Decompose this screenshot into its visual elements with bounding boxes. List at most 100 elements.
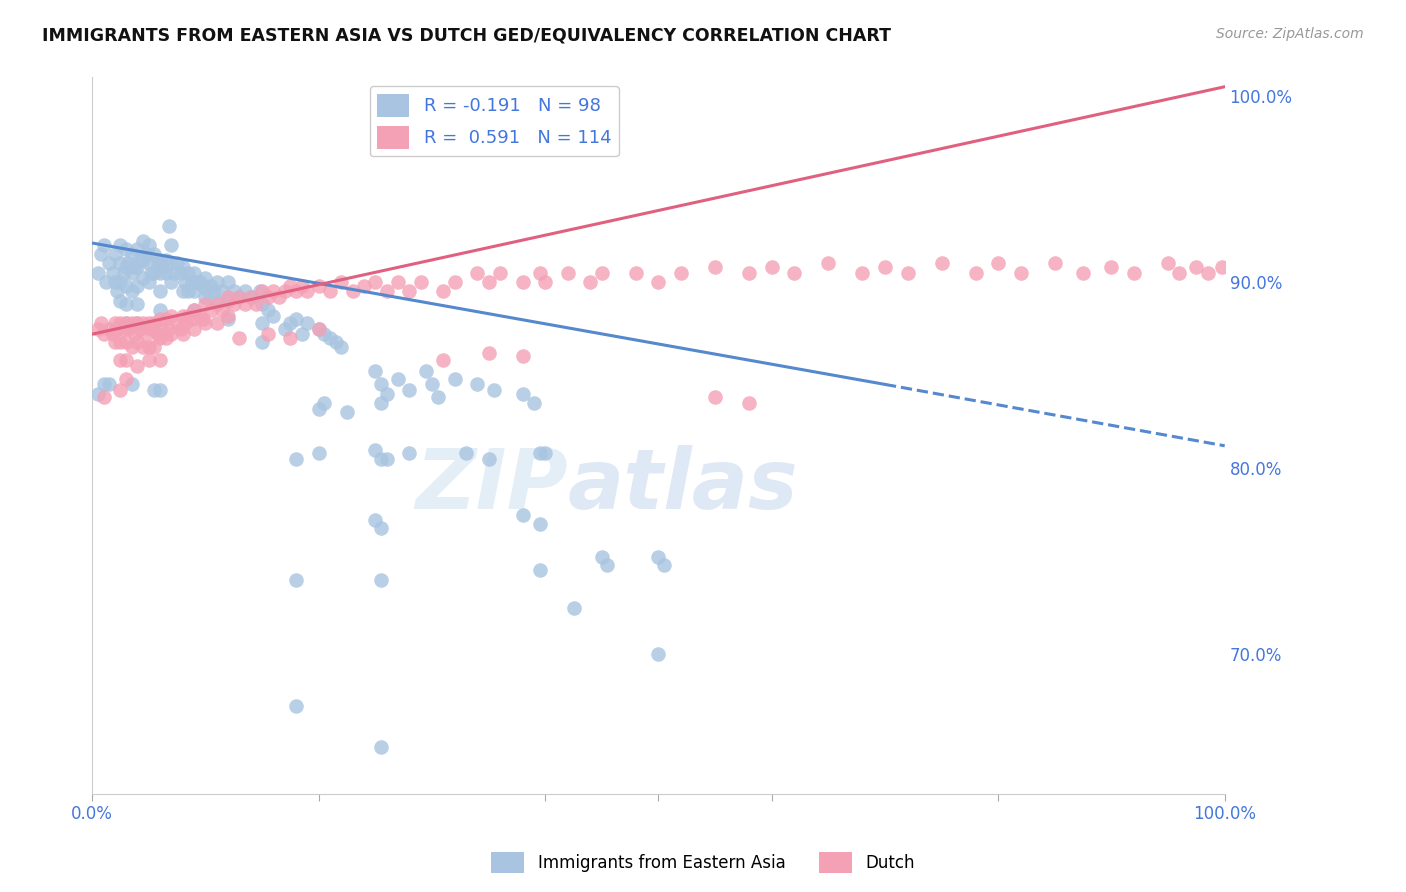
- Point: [353, 278, 375, 293]
- Point: [115, 260, 138, 275]
- Point: [291, 327, 314, 342]
- Point: [477, 275, 499, 289]
- Point: [124, 260, 146, 275]
- Point: [205, 275, 228, 289]
- Point: [489, 266, 512, 280]
- Point: [132, 316, 155, 330]
- Point: [239, 290, 262, 304]
- Point: [285, 699, 308, 714]
- Point: [308, 278, 330, 293]
- Point: [93, 238, 115, 252]
- Point: [477, 451, 499, 466]
- Point: [155, 252, 177, 267]
- Point: [579, 275, 602, 289]
- Point: [160, 238, 183, 252]
- Point: [534, 275, 557, 289]
- Point: [149, 252, 172, 267]
- Point: [370, 521, 392, 535]
- Point: [529, 563, 551, 577]
- Point: [200, 278, 222, 293]
- Point: [174, 316, 197, 330]
- Point: [149, 353, 172, 368]
- Point: [186, 275, 208, 289]
- Text: Source: ZipAtlas.com: Source: ZipAtlas.com: [1216, 27, 1364, 41]
- Point: [330, 275, 353, 289]
- Point: [1168, 266, 1191, 280]
- Point: [188, 309, 211, 323]
- Point: [169, 266, 191, 280]
- Point: [1211, 260, 1233, 275]
- Point: [529, 446, 551, 460]
- Point: [93, 391, 115, 405]
- Point: [647, 550, 669, 565]
- Point: [177, 285, 200, 299]
- Point: [127, 316, 149, 330]
- Point: [364, 364, 387, 378]
- Point: [143, 266, 166, 280]
- Point: [297, 316, 319, 330]
- Point: [370, 451, 392, 466]
- Point: [1010, 266, 1032, 280]
- Point: [432, 353, 454, 368]
- Point: [319, 285, 342, 299]
- Point: [138, 238, 160, 252]
- Point: [228, 290, 250, 304]
- Point: [127, 260, 149, 275]
- Point: [370, 396, 392, 410]
- Point: [484, 383, 506, 397]
- Point: [180, 275, 202, 289]
- Point: [512, 350, 534, 364]
- Point: [188, 275, 211, 289]
- Point: [132, 271, 155, 285]
- Point: [477, 345, 499, 359]
- Point: [90, 247, 112, 261]
- Point: [273, 321, 295, 335]
- Point: [101, 327, 124, 342]
- Point: [375, 285, 398, 299]
- Point: [157, 321, 180, 335]
- Point: [139, 266, 162, 280]
- Point: [117, 256, 139, 270]
- Point: [297, 285, 319, 299]
- Point: [143, 316, 166, 330]
- Point: [217, 275, 239, 289]
- Point: [180, 312, 202, 326]
- Point: [157, 219, 180, 234]
- Point: [280, 316, 302, 330]
- Point: [132, 340, 155, 354]
- Point: [325, 334, 347, 349]
- Point: [851, 266, 873, 280]
- Point: [160, 256, 183, 270]
- Point: [233, 297, 256, 311]
- Point: [398, 383, 420, 397]
- Point: [222, 297, 245, 311]
- Point: [200, 303, 222, 318]
- Point: [211, 285, 233, 299]
- Point: [160, 275, 183, 289]
- Point: [121, 285, 143, 299]
- Point: [115, 278, 138, 293]
- Point: [873, 260, 896, 275]
- Point: [115, 242, 138, 256]
- Y-axis label: GED/Equivalency: GED/Equivalency: [0, 370, 7, 501]
- Point: [149, 383, 172, 397]
- Point: [143, 383, 166, 397]
- Point: [169, 321, 191, 335]
- Point: [115, 316, 138, 330]
- Point: [90, 316, 112, 330]
- Point: [1101, 260, 1123, 275]
- Point: [110, 316, 132, 330]
- Point: [163, 266, 186, 280]
- Point: [104, 275, 127, 289]
- Point: [432, 285, 454, 299]
- Point: [127, 278, 149, 293]
- Point: [128, 321, 150, 335]
- Point: [280, 331, 302, 345]
- Point: [155, 312, 177, 326]
- Point: [319, 331, 342, 345]
- Point: [285, 285, 308, 299]
- Point: [149, 331, 172, 345]
- Point: [250, 316, 273, 330]
- Point: [342, 285, 364, 299]
- Point: [512, 508, 534, 522]
